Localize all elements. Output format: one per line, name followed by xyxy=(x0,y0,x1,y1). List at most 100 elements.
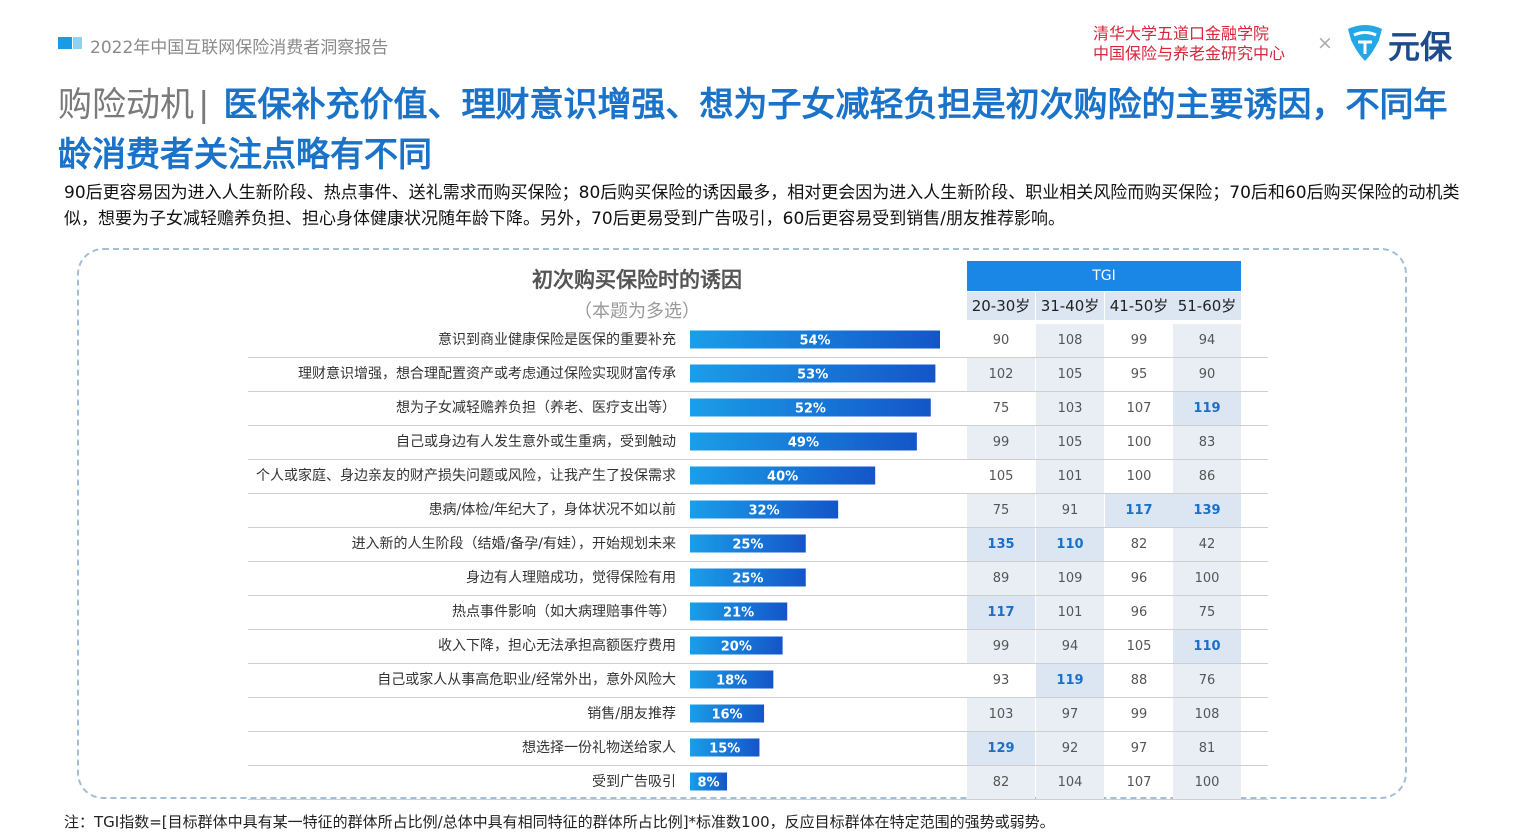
headline-separator: | xyxy=(198,85,210,125)
bar xyxy=(690,466,876,485)
shield-icon xyxy=(1348,25,1382,61)
bar-value-label: 15% xyxy=(709,742,740,757)
tgi-header: TGI xyxy=(967,261,1241,291)
category-label: 想选择一份礼物送给家人 xyxy=(522,739,676,756)
tgi-cell: 102 xyxy=(967,357,1035,391)
tgi-cell: 75 xyxy=(992,400,1010,416)
chart-subtitle: （本题为多选） xyxy=(574,301,700,322)
tgi-cell: 129 xyxy=(967,731,1035,765)
row-divider xyxy=(248,526,1268,528)
bar xyxy=(690,568,806,587)
footnote: 注：TGI指数=[目标群体中具有某一特征的群体所占比例/总体中具有相同特征的群体… xyxy=(64,813,1055,831)
tgi-cell: 99 xyxy=(1130,332,1148,348)
tgi-cell: 94 xyxy=(1036,629,1104,663)
row-divider xyxy=(248,764,1268,766)
tgi-cell: 90 xyxy=(1173,357,1241,391)
bar-value-label: 25% xyxy=(732,572,763,587)
category-label: 身边有人理赔成功，觉得保险有用 xyxy=(466,569,676,586)
row-divider xyxy=(248,594,1268,596)
tgi-cell: 75 xyxy=(967,493,1035,527)
page-headline: 购险动机 | 医保补充价值、理财意识增强、想为子女减轻负担是初次购险的主要诱因，不同… xyxy=(58,80,1448,180)
tgi-cell: 101 xyxy=(1036,595,1104,629)
tgi-cell: 75 xyxy=(1173,595,1241,629)
tgi-cell: 95 xyxy=(1130,366,1148,382)
tgi-cell: 96 xyxy=(1130,570,1148,586)
bar-value-label: 25% xyxy=(732,538,763,553)
tgi-cell: 135 xyxy=(967,527,1035,561)
category-label: 个人或家庭、身边亲友的财产损失问题或风险，让我产生了投保需求 xyxy=(256,467,676,484)
tgi-cell: 108 xyxy=(1036,323,1104,357)
bar xyxy=(690,704,765,723)
bar xyxy=(690,534,806,553)
row-divider xyxy=(248,628,1268,630)
bar-value-label: 53% xyxy=(797,368,828,383)
bar xyxy=(690,364,936,383)
tgi-age-header: 41-50岁 xyxy=(1105,292,1173,320)
report-mark xyxy=(58,37,82,49)
tgi-cell: 119 xyxy=(1173,391,1241,425)
row-divider xyxy=(248,662,1268,664)
bar xyxy=(690,738,760,757)
bar xyxy=(690,670,774,689)
tgi-cell: 82 xyxy=(967,765,1035,799)
bar xyxy=(690,602,788,621)
tgi-cell: 83 xyxy=(1173,425,1241,459)
row-divider xyxy=(248,356,1268,358)
tgi-cell: 81 xyxy=(1173,731,1241,765)
bar xyxy=(690,500,839,519)
tgi-cell: 119 xyxy=(1036,663,1104,697)
tgi-cell: 101 xyxy=(1036,459,1104,493)
chart-title: 初次购买保险时的诱因 xyxy=(532,268,742,292)
page-description: 90后更容易因为进入人生新阶段、热点事件、送礼需求而购买保险；80后购买保险的诱… xyxy=(64,183,1460,229)
category-label: 想为子女减轻赡养负担（养老、医疗支出等） xyxy=(396,399,676,416)
institution-line-2: 中国保险与养老金研究中心 xyxy=(1093,44,1286,63)
tgi-age-header: 51-60岁 xyxy=(1173,292,1241,320)
bar-value-label: 21% xyxy=(723,606,754,621)
tgi-cell: 100 xyxy=(1126,434,1152,450)
tgi-cell: 100 xyxy=(1126,468,1152,484)
category-label: 热点事件影响（如大病理赔事件等） xyxy=(452,603,676,620)
row-divider xyxy=(248,390,1268,392)
tgi-cell: 104 xyxy=(1036,765,1104,799)
tgi-cell: 139 xyxy=(1173,493,1241,527)
times-symbol: × xyxy=(1317,32,1333,54)
chart-frame xyxy=(77,248,1407,799)
tgi-cell: 110 xyxy=(1036,527,1104,561)
tgi-cell: 105 xyxy=(1036,425,1104,459)
tgi-cell: 107 xyxy=(1126,400,1152,416)
institution-line-1: 清华大学五道口金融学院 xyxy=(1093,24,1270,43)
row-divider xyxy=(248,730,1268,732)
tgi-cell: 42 xyxy=(1173,527,1241,561)
row-divider xyxy=(248,492,1268,494)
row-divider xyxy=(248,696,1268,698)
bar-value-label: 8% xyxy=(697,776,719,791)
category-label: 自己或身边有人发生意外或生重病，受到触动 xyxy=(396,433,676,450)
tgi-cell: 89 xyxy=(967,561,1035,595)
category-label: 受到广告吸引 xyxy=(592,773,676,790)
brand-name: 元保 xyxy=(1388,28,1453,66)
tgi-cell: 97 xyxy=(1130,740,1148,756)
tgi-cell: 96 xyxy=(1130,604,1148,620)
bar-value-label: 32% xyxy=(749,504,780,519)
tgi-cell: 82 xyxy=(1130,536,1148,552)
category-label: 进入新的人生阶段（结婚/备孕/有娃），开始规划未来 xyxy=(351,535,676,552)
tgi-cell: 110 xyxy=(1173,629,1241,663)
tgi-cell: 90 xyxy=(992,332,1010,348)
tgi-cell: 99 xyxy=(967,425,1035,459)
tgi-cell: 100 xyxy=(1173,561,1241,595)
tgi-cell: 76 xyxy=(1173,663,1241,697)
category-label: 患病/体检/年纪大了，身体状况不如以前 xyxy=(428,501,676,518)
tgi-cell: 109 xyxy=(1036,561,1104,595)
category-label: 意识到商业健康保险是医保的重要补充 xyxy=(438,331,676,348)
bar xyxy=(690,330,941,349)
tgi-cell: 94 xyxy=(1173,323,1241,357)
tgi-age-header: 20-30岁 xyxy=(967,292,1035,320)
tgi-cell: 103 xyxy=(967,697,1035,731)
tgi-cell: 105 xyxy=(1126,638,1152,654)
tgi-cell: 105 xyxy=(1036,357,1104,391)
bar xyxy=(690,432,917,451)
tgi-cell: 103 xyxy=(1036,391,1104,425)
category-label: 自己或家人从事高危职业/经常外出，意外风险大 xyxy=(377,671,676,688)
tgi-cell: 105 xyxy=(988,468,1014,484)
